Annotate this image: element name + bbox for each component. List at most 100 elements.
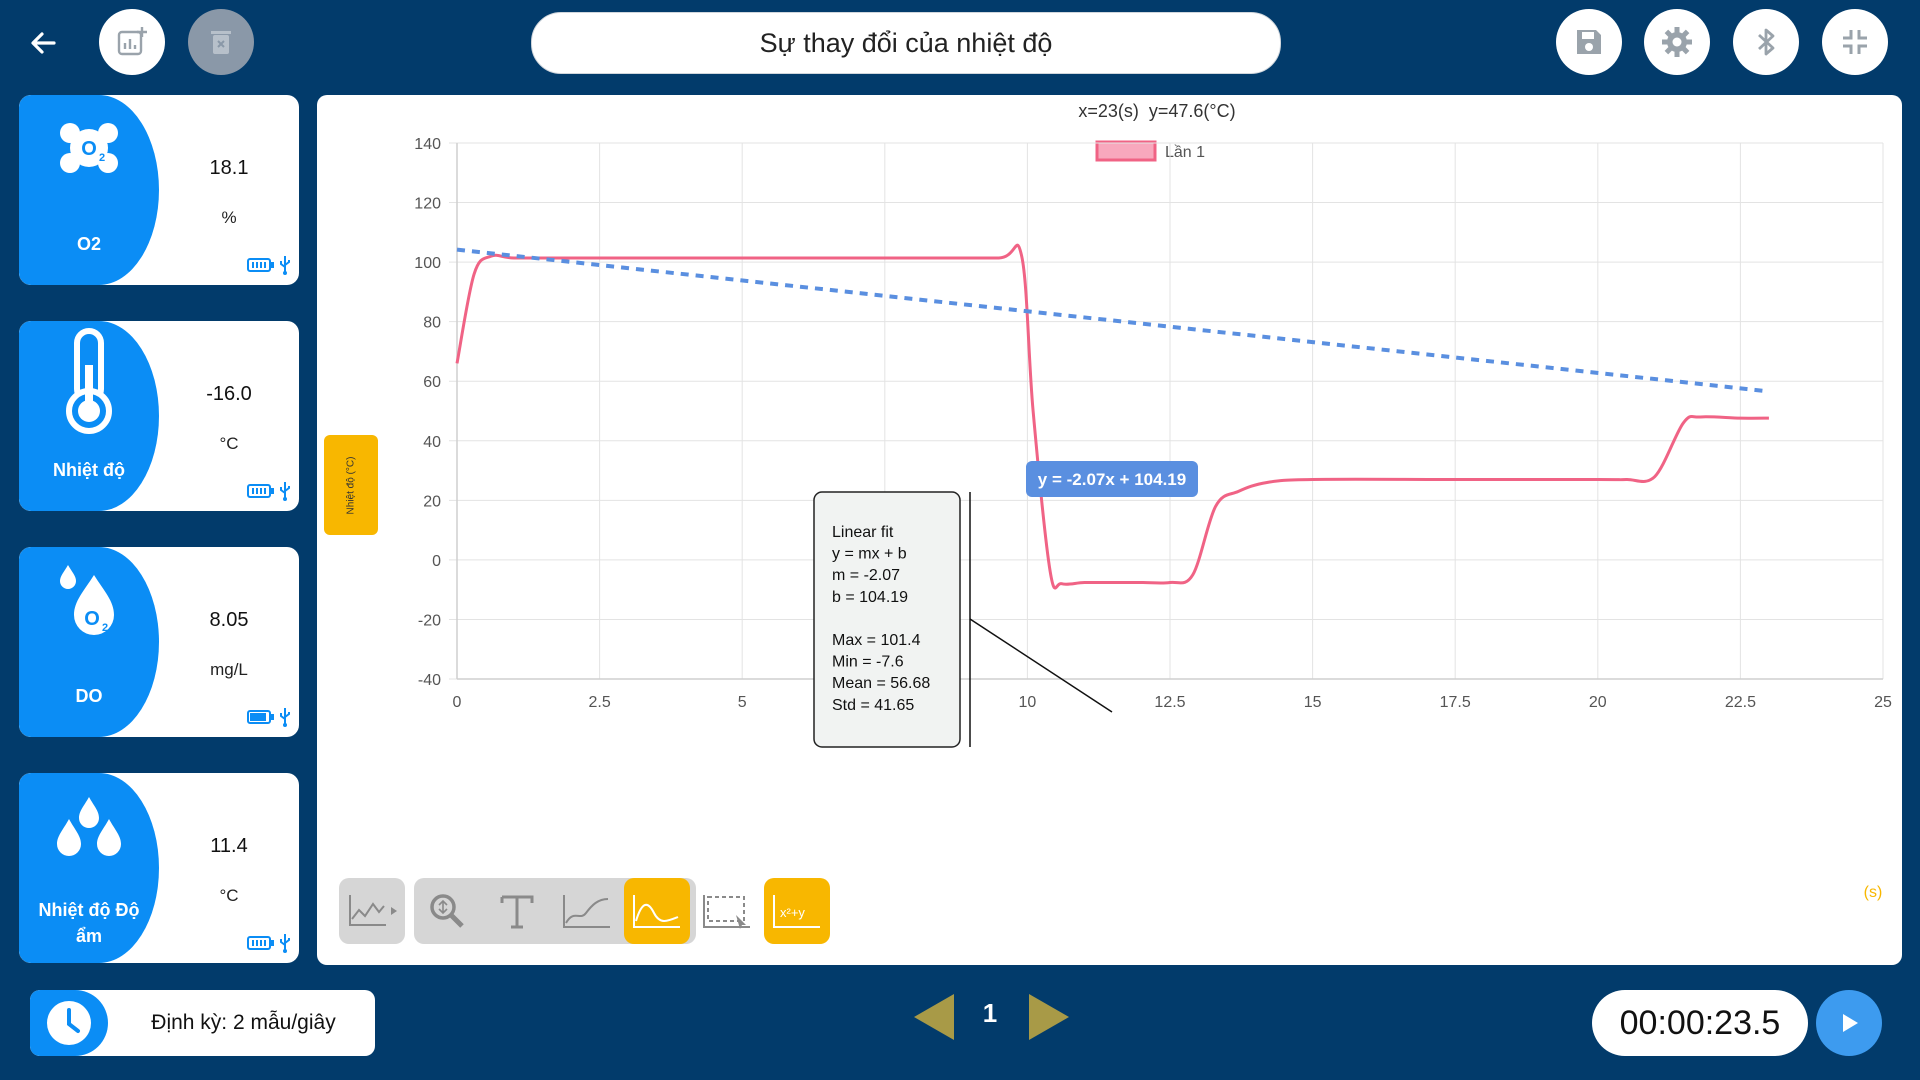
line-chart[interactable]: x=23(s) y=47.6(°C) Lần 1 02.557.51012.51… <box>317 95 1902 965</box>
y-tick-label: 20 <box>423 493 441 510</box>
add-chart-icon <box>117 27 147 56</box>
linear-fit-line[interactable] <box>456 247 1770 394</box>
svg-text:O: O <box>84 608 100 630</box>
clock-badge <box>30 990 108 1056</box>
chart-type-button[interactable] <box>339 878 405 944</box>
x-tick-label: 2.5 <box>588 694 610 711</box>
zoom-button[interactable] <box>414 878 480 944</box>
triangle-left-icon <box>914 994 954 1040</box>
svg-text:2: 2 <box>102 622 108 634</box>
curve-button[interactable] <box>554 878 620 944</box>
text-button[interactable] <box>484 878 550 944</box>
bluetooth-button[interactable] <box>1733 9 1799 75</box>
cursor-readout: x=23(s) y=47.6(°C) <box>1078 101 1235 121</box>
legend-swatch <box>1095 140 1157 162</box>
x-tick-label: 12.5 <box>1154 694 1185 711</box>
sensor-value: 11.4 <box>210 835 248 857</box>
play-icon <box>1843 1014 1858 1032</box>
usb-icon <box>280 482 290 501</box>
previous-page-button[interactable] <box>910 992 960 1042</box>
stats-line: Max = 101.4 <box>832 632 921 649</box>
y-axis-label-tab[interactable]: Nhiệt độ (°C) <box>324 435 378 535</box>
usb-icon <box>280 256 290 275</box>
sensor-badge: Nhiệt độ Độ ẩm <box>19 773 159 963</box>
save-icon <box>1577 30 1601 54</box>
sensor-card-humidity[interactable]: Nhiệt độ Độ ẩm 11.4 °C <box>19 773 299 963</box>
next-page-button[interactable] <box>1023 992 1073 1042</box>
stats-line: b = 104.19 <box>832 589 908 606</box>
thermometer-icon <box>66 328 112 434</box>
x-tick-label: 22.5 <box>1725 694 1756 711</box>
select-region-icon <box>703 895 750 929</box>
y-tick-label: 40 <box>423 434 441 451</box>
collapse-button[interactable] <box>1822 9 1888 75</box>
sensor-badge: Nhiệt độ <box>19 321 159 511</box>
bluetooth-icon <box>1758 28 1775 56</box>
formula-button[interactable]: x²+y <box>764 878 830 944</box>
x-tick-label: 25 <box>1874 694 1892 711</box>
usb-icon <box>280 708 290 727</box>
fit-equation-label[interactable]: y = -2.07x + 104.19 <box>1026 461 1198 497</box>
plot-area[interactable] <box>455 243 1770 590</box>
sampling-period-text: Định kỳ: 2 mẫu/giây <box>151 1011 336 1034</box>
y-axis: 140 120 100 80 60 40 20 0 -20 -40 <box>414 136 441 689</box>
y-tick-label: 0 <box>432 553 441 570</box>
y-tick-label: 60 <box>423 374 441 391</box>
select-region-button[interactable] <box>694 878 760 944</box>
triangle-right-icon <box>1029 994 1069 1040</box>
sensor-value: 8.05 <box>209 609 249 631</box>
delete-chart-button[interactable] <box>188 9 254 75</box>
y-axis-label: Nhiệt độ (°C) <box>345 456 357 514</box>
x-tick-label: 20 <box>1589 694 1607 711</box>
sensor-card-temperature[interactable]: Nhiệt độ -16.0 °C <box>19 321 299 511</box>
settings-button[interactable] <box>1644 9 1710 75</box>
chart-title-field[interactable]: Sự thay đổi của nhiệt độ <box>531 12 1281 74</box>
legend-label: Lần 1 <box>1165 144 1205 161</box>
series-line[interactable] <box>455 243 1769 590</box>
clock-icon <box>47 1001 91 1045</box>
svg-text:O: O <box>81 138 97 160</box>
back-arrow-icon <box>31 32 56 54</box>
chart-type-icon <box>349 895 397 926</box>
usb-icon <box>280 934 290 953</box>
smooth-curve-button[interactable] <box>624 878 690 944</box>
smooth-curve-icon <box>633 895 680 928</box>
y-tick-label: 80 <box>423 315 441 332</box>
zoom-icon <box>430 894 464 928</box>
chart-legend[interactable]: Lần 1 <box>1095 140 1205 162</box>
stats-box[interactable]: Linear fit y = mx + b m = -2.07 b = 104.… <box>813 491 1113 748</box>
svg-text:x²+y: x²+y <box>780 905 805 920</box>
chart-panel[interactable]: x=23(s) y=47.6(°C) Lần 1 02.557.51012.51… <box>317 95 1902 965</box>
stats-line: Min = -7.6 <box>832 654 904 671</box>
sensor-unit: °C <box>219 434 239 453</box>
stats-text: Linear fit y = mx + b m = -2.07 b = 104.… <box>832 524 930 714</box>
sensor-name: Nhiệt độ Độ ẩm <box>38 900 140 946</box>
chart-grid <box>449 142 1884 680</box>
stats-line: y = mx + b <box>832 546 907 563</box>
collapse-icon <box>1843 30 1867 54</box>
humidity-drops-icon <box>57 797 121 856</box>
sensor-unit: % <box>221 208 237 227</box>
x-tick-label: 5 <box>738 694 747 711</box>
text-icon <box>500 895 534 929</box>
battery-icon <box>247 710 274 724</box>
battery-icon <box>247 936 274 950</box>
play-button[interactable] <box>1816 990 1882 1056</box>
sensor-name: DO <box>75 686 103 706</box>
formula-icon: x²+y <box>773 895 820 928</box>
battery-icon <box>247 484 274 498</box>
delete-chart-icon <box>211 31 231 54</box>
sampling-period-box[interactable]: Định kỳ: 2 mẫu/giây <box>30 990 375 1056</box>
back-button[interactable] <box>22 22 64 64</box>
sensor-value: -16.0 <box>206 383 252 405</box>
stats-line: m = -2.07 <box>832 567 900 584</box>
y-tick-label: 120 <box>414 196 441 213</box>
stats-line: Mean = 56.68 <box>832 675 930 692</box>
add-chart-button[interactable] <box>99 9 165 75</box>
save-button[interactable] <box>1556 9 1622 75</box>
